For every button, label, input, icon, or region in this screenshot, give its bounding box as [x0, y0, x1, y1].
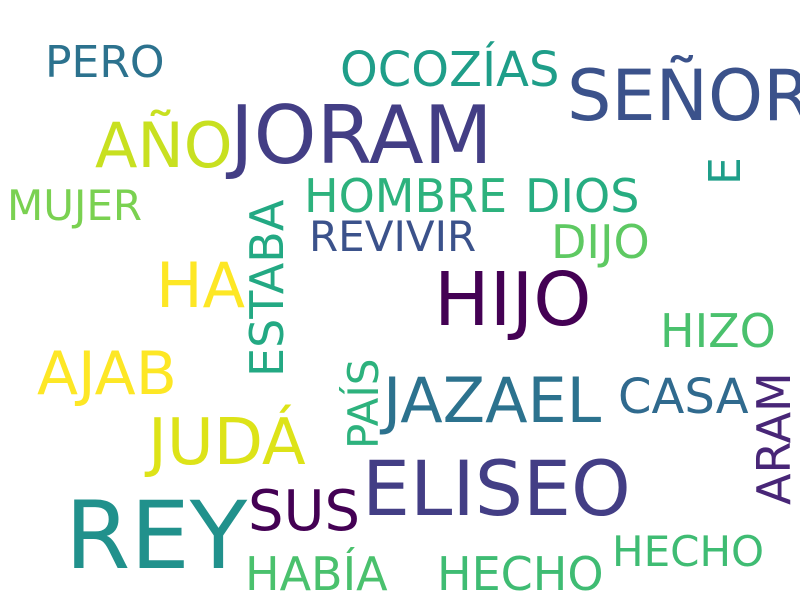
- word-hombre: HOMBRE: [304, 169, 507, 223]
- word-pero: PERO: [45, 37, 165, 88]
- word-mujer: MUJER: [7, 181, 142, 230]
- word-aram: ARAM: [747, 372, 800, 505]
- word-ha: HA: [156, 249, 245, 322]
- word-hijo: HIJO: [434, 257, 592, 343]
- word-sus: SUS: [248, 479, 360, 544]
- word-habia: HABÍA: [245, 547, 388, 600]
- word-hecho-small: HECHO: [612, 527, 764, 576]
- word-ajab: AJAB: [37, 339, 177, 409]
- word-dijo: DIJO: [551, 215, 650, 269]
- word-senor: SEÑOR: [567, 55, 800, 137]
- word-ocozias: OCOZÍAS: [340, 41, 559, 98]
- word-rey: REY: [65, 482, 248, 591]
- word-hecho-large: HECHO: [437, 547, 604, 600]
- word-casa: CASA: [618, 369, 749, 425]
- word-ano: AÑO: [95, 109, 233, 182]
- word-juda: JUDÁ: [144, 404, 306, 480]
- word-hizo: HIZO: [660, 304, 776, 358]
- word-revivir: REVIVIR: [309, 212, 476, 261]
- word-eliseo: ELISEO: [362, 444, 631, 533]
- word-dios: DIOS: [525, 169, 639, 223]
- word-joram: JORAM: [225, 89, 493, 182]
- word-pais: PAÍS: [338, 359, 388, 449]
- word-jazael: JAZAEL: [379, 364, 602, 437]
- word-e: E: [700, 157, 751, 185]
- word-estaba: ESTABA: [240, 199, 294, 377]
